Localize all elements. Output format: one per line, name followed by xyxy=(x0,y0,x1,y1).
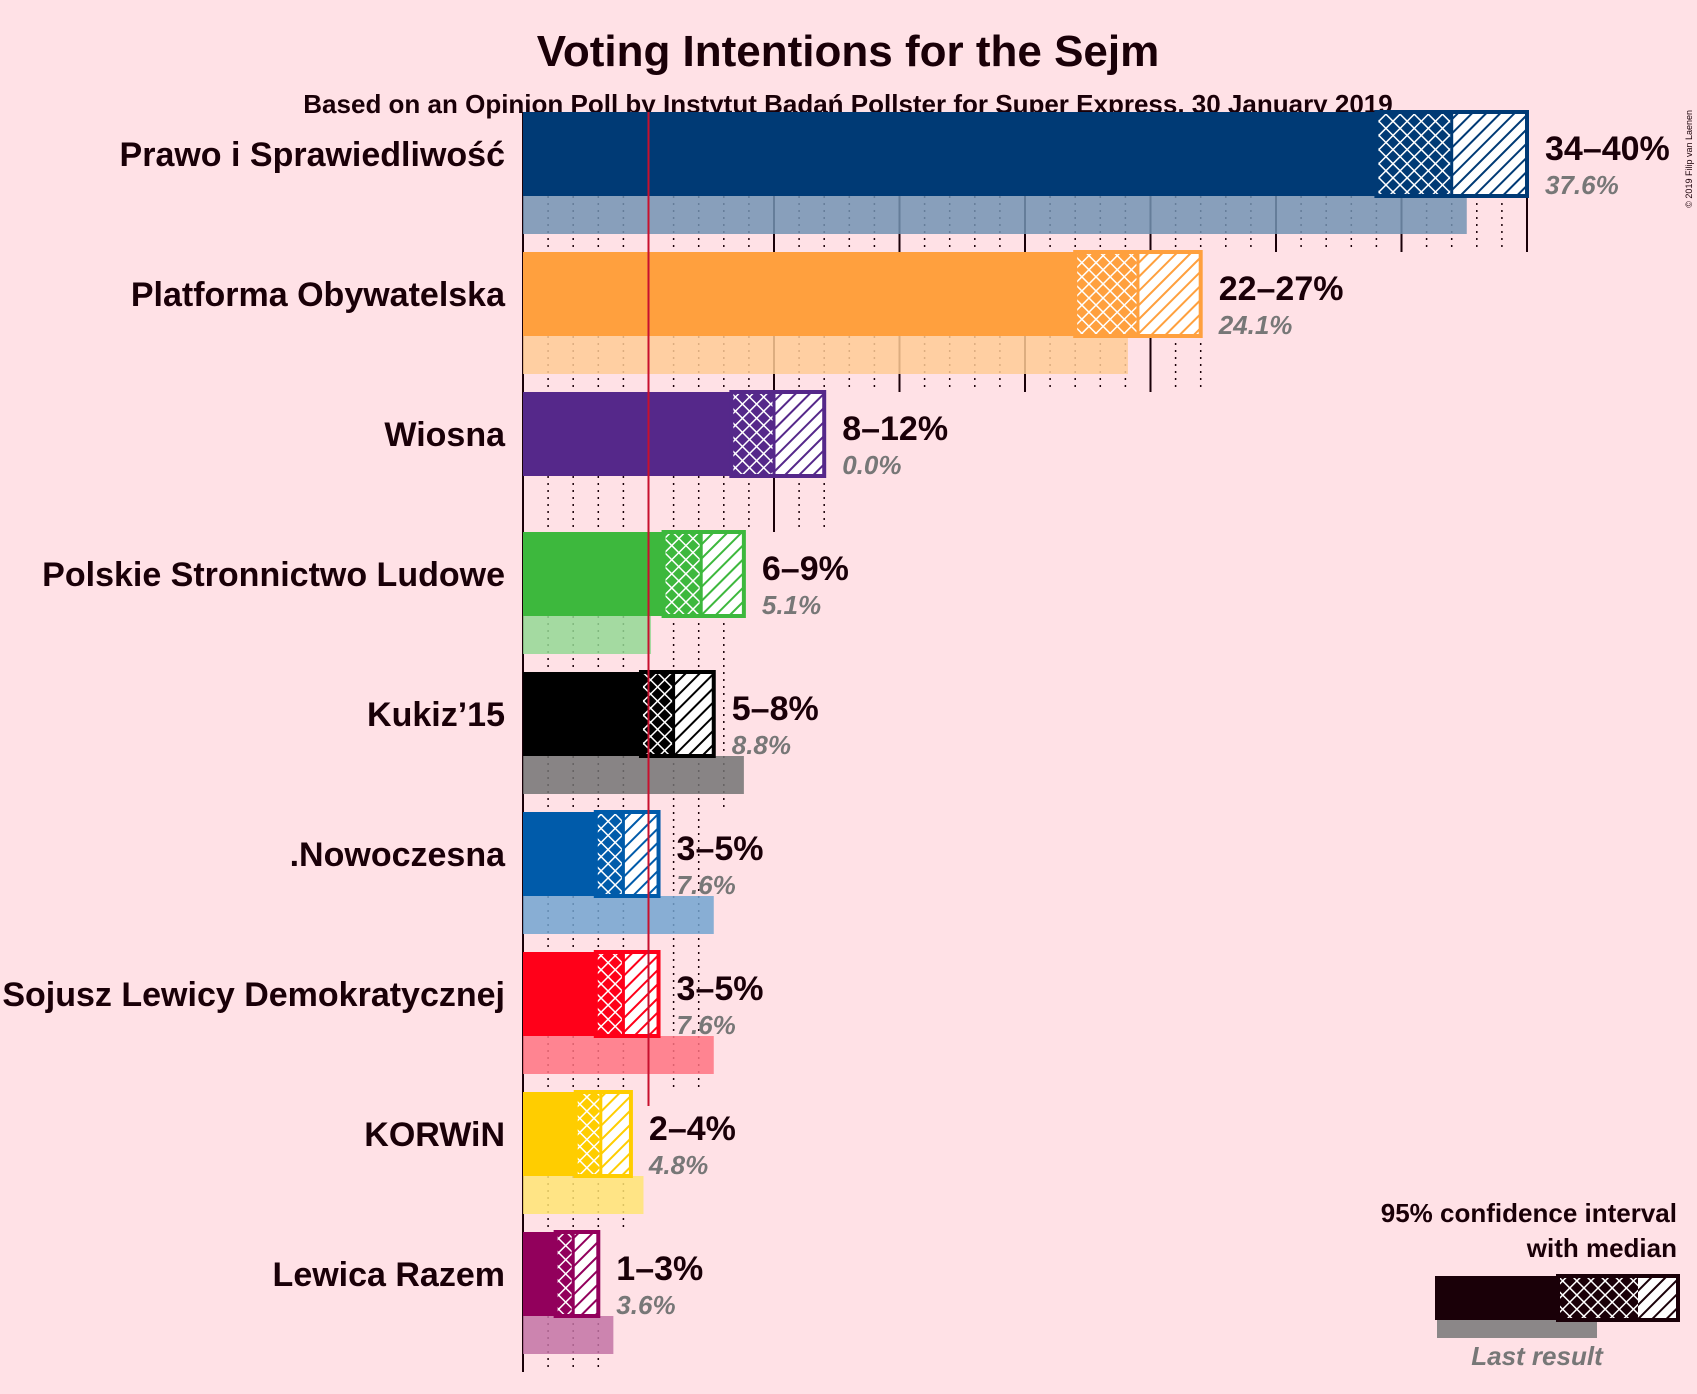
bar-ci-outline xyxy=(661,530,746,618)
bar-ci-outline xyxy=(638,670,716,758)
interval-label: 22–27% xyxy=(1219,270,1344,308)
party-label: Platforma Obywatelska xyxy=(131,276,506,314)
last-result-bar xyxy=(523,1036,714,1074)
interval-label: 6–9% xyxy=(762,550,849,588)
interval-label: 8–12% xyxy=(842,410,948,448)
bar-solid xyxy=(523,672,641,756)
party-label: KORWiN xyxy=(364,1116,505,1154)
bar-ci-upper xyxy=(623,952,659,1036)
bar-ci-lower xyxy=(731,392,774,476)
bar-ci-outline xyxy=(593,810,661,898)
bar-solid xyxy=(523,392,732,476)
legend: 95% confidence interval with median Last… xyxy=(1381,1198,1680,1371)
bar-ci-outline xyxy=(593,950,661,1038)
last-result-bar xyxy=(523,1316,614,1354)
last-result-label: 0.0% xyxy=(842,450,901,480)
bar-ci-lower xyxy=(1075,252,1138,336)
last-result-bar xyxy=(523,1176,644,1214)
bar-ci-lower xyxy=(640,672,674,756)
bar-solid xyxy=(523,1232,556,1316)
legend-last-result-label: Last result xyxy=(1471,1341,1604,1371)
legend-ci-lower xyxy=(1558,1276,1638,1320)
last-result-bar xyxy=(523,336,1128,374)
party-label: Prawo i Sprawiedliwość xyxy=(120,136,505,174)
party-label: .Nowoczesna xyxy=(290,836,506,874)
bar-solid xyxy=(523,1092,576,1176)
bar-ci-upper xyxy=(673,672,714,756)
last-result-bar xyxy=(523,616,652,654)
bar-ci-lower xyxy=(595,812,624,896)
bar-ci-upper xyxy=(623,812,659,896)
bar-ci-lower xyxy=(1376,112,1452,196)
interval-label: 3–5% xyxy=(677,970,764,1008)
copyright: © 2019 Filip van Laenen xyxy=(1684,110,1694,208)
legend-title-line1: 95% confidence interval xyxy=(1381,1198,1677,1228)
bar-ci-upper xyxy=(774,392,825,476)
legend-title-line2: with median xyxy=(1526,1233,1677,1263)
last-result-bar xyxy=(523,196,1467,234)
bars: Prawo i Sprawiedliwość 34–40%37.6% Platfor… xyxy=(2,110,1670,1354)
last-result-bar xyxy=(523,756,744,794)
last-result-label: 24.1% xyxy=(1218,310,1293,340)
bar-solid xyxy=(523,532,664,616)
bar-ci-upper xyxy=(573,1232,599,1316)
last-result-label: 4.8% xyxy=(648,1150,708,1180)
bar-ci-upper xyxy=(701,532,744,616)
bar-ci-lower xyxy=(575,1092,601,1176)
last-result-label: 5.1% xyxy=(762,590,821,620)
last-result-label: 37.6% xyxy=(1545,170,1619,200)
bar-solid xyxy=(523,252,1076,336)
bar-solid xyxy=(523,112,1377,196)
bar-ci-upper xyxy=(1137,252,1201,336)
party-label: Polskie Stronnictwo Ludowe xyxy=(42,556,505,594)
legend-solid xyxy=(1435,1276,1558,1320)
chart-title: Voting Intentions for the Sejm xyxy=(537,27,1160,76)
bar-ci-lower xyxy=(595,952,624,1036)
party-label: Wiosna xyxy=(384,416,506,454)
last-result-label: 7.6% xyxy=(677,1010,736,1040)
interval-label: 5–8% xyxy=(732,690,819,728)
interval-label: 3–5% xyxy=(677,830,764,868)
bar-ci-outline xyxy=(573,1090,633,1178)
bar-ci-outline xyxy=(553,1230,601,1318)
bar-ci-upper xyxy=(600,1092,631,1176)
legend-ci-outline xyxy=(1556,1274,1680,1322)
bar-ci-outline xyxy=(729,390,827,478)
bar-solid xyxy=(523,952,596,1036)
party-label: Kukiz’15 xyxy=(367,696,505,734)
legend-ci-upper xyxy=(1638,1276,1678,1320)
last-result-label: 3.6% xyxy=(616,1290,675,1320)
last-result-bar xyxy=(523,896,714,934)
party-label: Sojusz Lewicy Demokratycznej xyxy=(2,976,505,1014)
last-result-label: 7.6% xyxy=(677,870,736,900)
bar-ci-lower xyxy=(555,1232,574,1316)
bar-ci-upper xyxy=(1451,112,1527,196)
party-label: Lewica Razem xyxy=(273,1256,505,1294)
bar-solid xyxy=(523,812,596,896)
interval-label: 2–4% xyxy=(649,1110,736,1148)
bar-ci-lower xyxy=(663,532,702,616)
interval-label: 34–40% xyxy=(1545,130,1670,168)
interval-label: 1–3% xyxy=(616,1250,703,1288)
last-result-label: 8.8% xyxy=(732,730,791,760)
